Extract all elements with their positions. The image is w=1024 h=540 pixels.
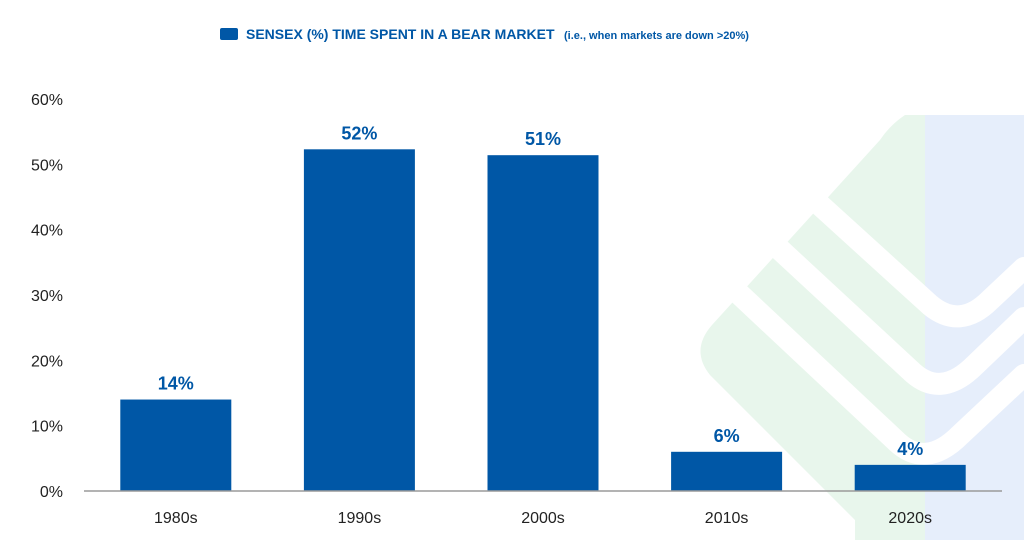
legend-series-note: (i.e., when markets are down >20%) xyxy=(564,30,749,42)
x-tick-label: 1990s xyxy=(338,510,382,527)
x-tick-label: 2000s xyxy=(521,510,565,527)
bars xyxy=(120,149,966,492)
bar-2010s xyxy=(671,451,783,491)
data-labels: 14% 52% 51% 6% 4% xyxy=(158,123,923,459)
legend-swatch xyxy=(220,28,238,40)
legend-series-name: SENSEX (%) TIME SPENT IN A BEAR MARKET xyxy=(246,26,555,42)
x-tick-label: 2010s xyxy=(705,510,749,527)
y-tick-label: 30% xyxy=(31,288,63,305)
y-tick-label: 20% xyxy=(31,353,63,370)
x-axis-labels: 1980s 1990s 2000s 2010s 2020s xyxy=(154,510,932,527)
x-tick-label: 2020s xyxy=(888,510,932,527)
bar-2020s xyxy=(854,464,966,491)
bar-1980s xyxy=(120,399,232,491)
watermark-logo-icon xyxy=(700,115,1024,540)
y-axis-ticks: 0% 10% 20% 30% 40% 50% 60% xyxy=(31,92,63,501)
y-tick-label: 60% xyxy=(31,92,63,109)
x-tick-label: 1980s xyxy=(154,510,198,527)
data-label-2000s: 51% xyxy=(525,129,561,149)
data-label-2010s: 6% xyxy=(714,426,740,446)
legend-label: SENSEX (%) TIME SPENT IN A BEAR MARKET (… xyxy=(246,26,749,43)
data-label-1990s: 52% xyxy=(341,123,377,143)
bar-1990s xyxy=(303,149,415,491)
y-tick-label: 0% xyxy=(40,484,63,501)
y-tick-label: 50% xyxy=(31,157,63,174)
legend: SENSEX (%) TIME SPENT IN A BEAR MARKET (… xyxy=(220,26,749,43)
bar-2000s xyxy=(487,155,599,492)
data-label-1980s: 14% xyxy=(158,374,194,394)
data-label-2020s: 4% xyxy=(897,439,923,459)
y-tick-label: 10% xyxy=(31,419,63,436)
y-tick-label: 40% xyxy=(31,223,63,240)
